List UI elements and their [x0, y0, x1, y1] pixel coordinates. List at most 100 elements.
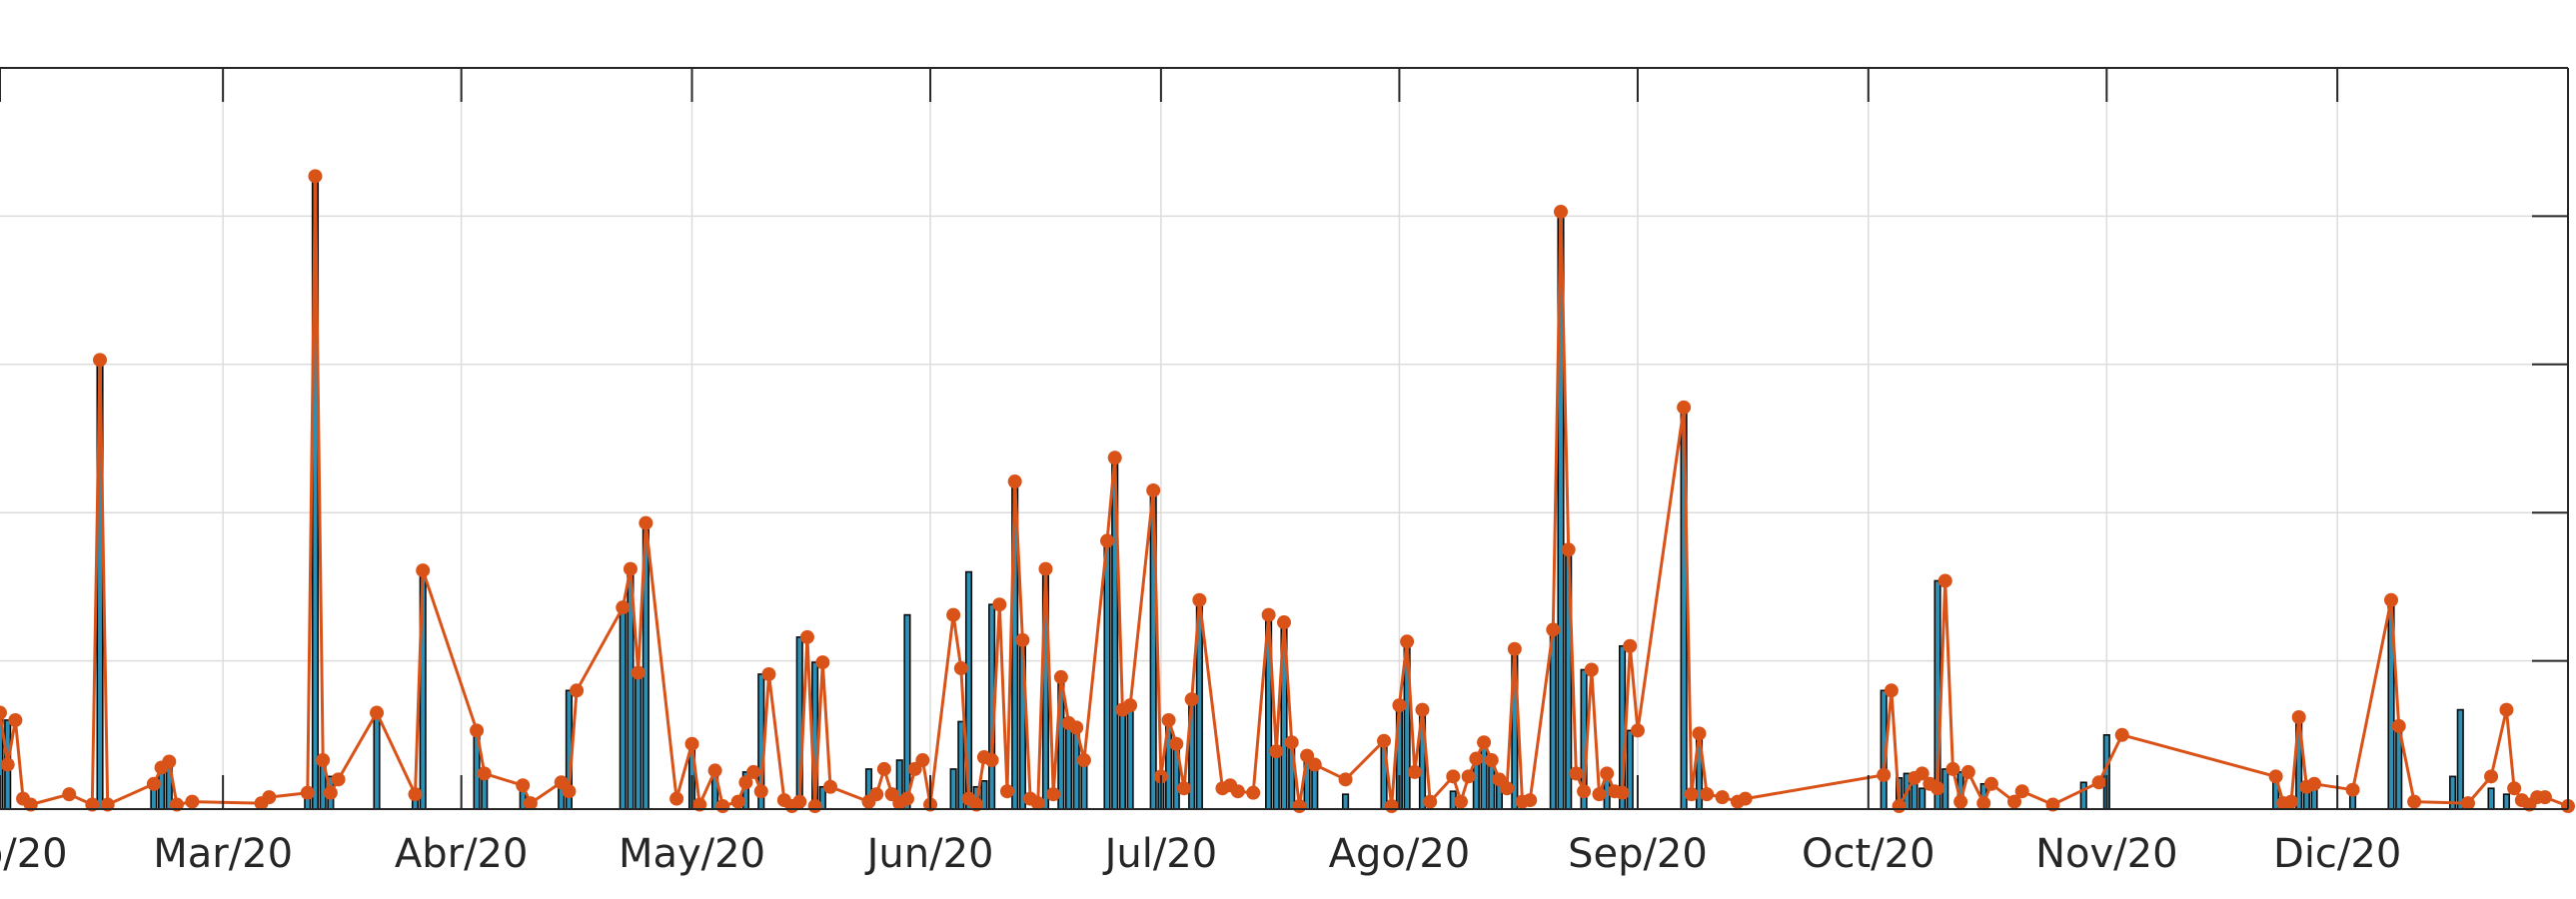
x-tick-label: Jul/20: [1102, 831, 1218, 877]
bar: [1272, 750, 1280, 810]
line-series: [0, 169, 2575, 814]
line-marker: [2384, 592, 2399, 607]
line-marker: [992, 597, 1007, 612]
line-marker: [1960, 764, 1975, 779]
line-marker: [1269, 744, 1284, 759]
line-marker: [869, 787, 884, 802]
line-marker: [2268, 769, 2283, 784]
line-marker: [1976, 796, 1991, 811]
bar: [2079, 781, 2087, 810]
x-tick-label: Jun/20: [864, 831, 994, 877]
bar: [1911, 782, 1919, 810]
line-marker: [146, 776, 161, 791]
line-marker: [1715, 790, 1730, 805]
line-marker: [1107, 450, 1122, 465]
line-marker: [715, 799, 730, 814]
line-marker: [1892, 799, 1907, 814]
line-marker: [1384, 799, 1399, 814]
line-marker: [470, 723, 485, 738]
line-marker: [1983, 776, 1998, 791]
line-marker: [1937, 573, 1952, 588]
x-tick-label: May/20: [619, 831, 765, 877]
line-marker: [815, 655, 830, 670]
line-marker: [1623, 638, 1638, 653]
line-marker: [1569, 766, 1584, 781]
line-marker: [331, 772, 346, 787]
bar: [619, 606, 627, 810]
line-marker: [1677, 400, 1692, 415]
line-marker: [93, 353, 108, 368]
line-marker: [1146, 482, 1161, 497]
line-marker: [2114, 727, 2129, 742]
line-marker: [1338, 772, 1353, 787]
line-marker: [746, 764, 761, 779]
bar: [1549, 628, 1557, 810]
line-marker: [162, 754, 177, 769]
line-marker: [730, 794, 745, 809]
line-marker: [2484, 769, 2499, 784]
line-marker: [300, 785, 315, 800]
line-marker: [323, 785, 338, 800]
line-marker: [1546, 622, 1561, 637]
line-marker: [416, 563, 431, 578]
line-marker: [2014, 784, 2029, 799]
line-marker: [1684, 787, 1699, 802]
line-marker: [1169, 736, 1184, 751]
line-marker: [1038, 561, 1053, 576]
line-marker: [823, 779, 838, 794]
line-marker: [2091, 775, 2106, 790]
line-marker: [408, 787, 423, 802]
line-marker: [1507, 641, 1522, 656]
line-marker: [807, 799, 822, 814]
line-marker: [2006, 794, 2021, 809]
line-marker: [1630, 723, 1645, 738]
line-marker: [1400, 634, 1415, 649]
line-marker: [1030, 796, 1045, 811]
bar: [903, 613, 911, 810]
line-marker: [1877, 767, 1892, 782]
line-marker: [1945, 761, 1960, 776]
line-marker: [8, 712, 23, 727]
bar: [949, 768, 957, 810]
line-marker: [1277, 615, 1291, 630]
x-tick-label: Sep/20: [1568, 831, 1708, 877]
line-marker: [1261, 607, 1276, 622]
x-tick-labels: Feb/20 Mar/20 Abr/20 May/20 Jun/20 Jul/20 Ago/…: [0, 831, 2401, 877]
line-marker: [570, 683, 585, 698]
line-marker: [1407, 764, 1422, 779]
line-marker: [1915, 766, 1930, 781]
line-marker: [1076, 753, 1091, 768]
bar: [1341, 793, 1350, 810]
bar: [1919, 787, 1927, 810]
line-marker: [1069, 720, 1084, 735]
line-marker: [1931, 781, 1945, 796]
line-marker: [1523, 793, 1538, 808]
line-marker: [2345, 782, 2360, 797]
line-marker: [899, 791, 914, 806]
line-marker: [0, 705, 7, 720]
line-marker: [477, 766, 492, 781]
line-marker: [2537, 790, 2552, 805]
line-marker: [1007, 474, 1022, 489]
line-marker: [1554, 204, 1569, 219]
line-marker: [1423, 794, 1438, 809]
x-tick-label: Mar/20: [153, 831, 293, 877]
line-marker: [876, 761, 891, 776]
line-marker: [185, 794, 200, 809]
line-marker: [684, 736, 699, 751]
line-marker: [1377, 733, 1392, 748]
line-marker: [1700, 787, 1715, 802]
line-marker: [2283, 794, 2298, 809]
bar: [2502, 793, 2511, 810]
line-marker: [2507, 781, 2522, 796]
line-marker: [1469, 751, 1484, 766]
line-marker: [1446, 769, 1461, 784]
line-marker: [2460, 796, 2475, 811]
line-marker: [1015, 632, 1030, 647]
line-marker: [1484, 753, 1499, 768]
bar: [1626, 729, 1634, 810]
line-marker: [2407, 794, 2422, 809]
bar: [2487, 787, 2495, 810]
